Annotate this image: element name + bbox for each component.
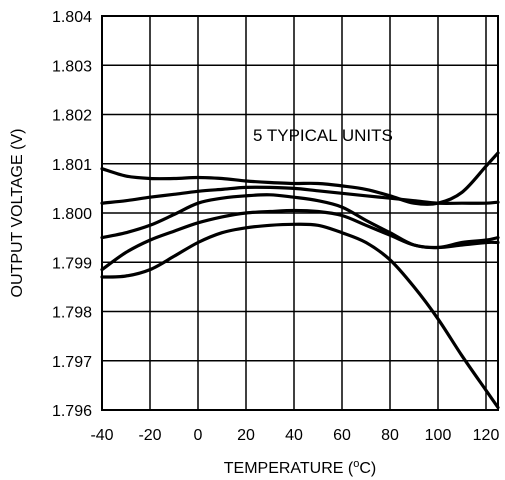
x-tick-label: 40 xyxy=(285,427,303,444)
x-tick-label: 0 xyxy=(194,427,203,444)
y-tick-label: 1.798 xyxy=(52,305,92,322)
y-tick-label: 1.800 xyxy=(52,206,92,223)
annotation-label: 5 TYPICAL UNITS xyxy=(253,126,393,145)
x-tick-label: 120 xyxy=(473,427,500,444)
x-tick-label: -20 xyxy=(138,427,161,444)
y-tick-label: 1.802 xyxy=(52,108,92,125)
series-line-5 xyxy=(100,222,500,410)
y-tick-label: 1.797 xyxy=(52,354,92,371)
y-tick-labels: 1.796 1.797 1.798 1.799 1.800 1.801 1.802 1.803… xyxy=(52,9,92,420)
x-axis-title: TEMPERATURE (oC) xyxy=(224,458,377,477)
y-tick-label: 1.803 xyxy=(52,58,92,75)
x-axis-title-main: TEMPERATURE ( xyxy=(224,460,354,477)
y-tick-label: 1.804 xyxy=(52,9,92,26)
plot-frame xyxy=(101,15,499,411)
series-group xyxy=(100,151,500,410)
y-tick-label: 1.801 xyxy=(52,157,92,174)
x-axis-title-unit: C) xyxy=(359,460,376,477)
y-tick-label: 1.799 xyxy=(52,255,92,272)
y-axis-title: OUTPUT VOLTAGE (V) xyxy=(9,129,26,298)
series-line-4 xyxy=(100,208,500,272)
x-tick-label: 20 xyxy=(237,427,255,444)
x-tick-label: 100 xyxy=(425,427,452,444)
x-tick-label: 60 xyxy=(333,427,351,444)
x-tick-label: 80 xyxy=(381,427,399,444)
y-tick-label: 1.796 xyxy=(52,403,92,420)
x-tick-labels: -40 -20 0 20 40 60 80 100 120 xyxy=(90,427,499,444)
grid xyxy=(101,15,498,411)
series-line-2 xyxy=(100,185,500,205)
x-axis-title-superscript: o xyxy=(353,458,359,470)
x-tick-label: -40 xyxy=(90,427,113,444)
